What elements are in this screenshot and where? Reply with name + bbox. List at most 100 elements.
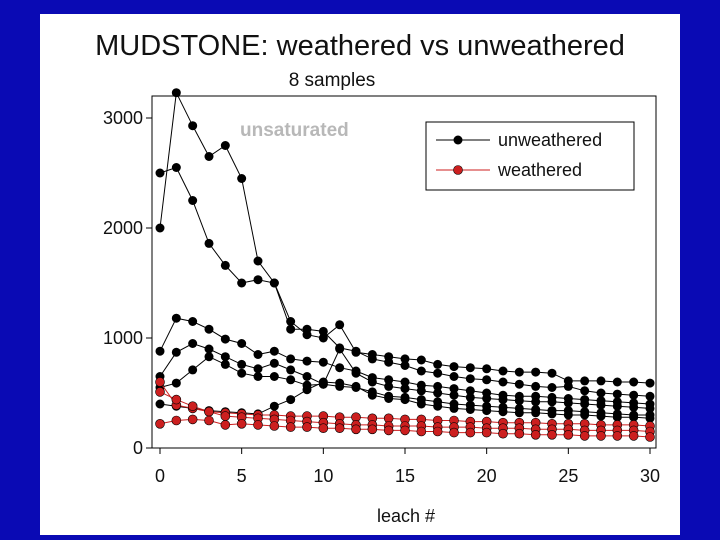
data-point: [269, 372, 279, 381]
data-point: [563, 381, 573, 391]
y-tick-label: 2000: [103, 218, 143, 238]
data-point: [285, 422, 296, 432]
data-point: [416, 366, 426, 376]
data-point: [286, 375, 296, 385]
data-point: [547, 383, 557, 392]
data-point: [318, 326, 328, 336]
data-point: [531, 367, 541, 377]
data-point: [628, 431, 639, 441]
data-point: [645, 413, 655, 423]
data-point: [253, 364, 263, 374]
data-point: [171, 88, 181, 98]
data-point: [188, 317, 198, 326]
data-point: [171, 394, 182, 405]
data-point: [482, 364, 492, 374]
data-point: [449, 362, 459, 372]
data-point: [645, 432, 655, 442]
data-point: [286, 365, 296, 375]
data-point: [253, 372, 263, 381]
data-point: [629, 402, 639, 412]
data-point: [547, 397, 557, 407]
data-point: [580, 386, 590, 396]
data-point: [612, 401, 622, 411]
data-point: [155, 223, 165, 233]
data-point: [612, 389, 622, 399]
data-point: [514, 379, 524, 389]
data-point: [334, 423, 345, 434]
data-point: [318, 333, 328, 343]
data-point: [187, 401, 198, 412]
y-tick-label: 0: [133, 438, 143, 458]
data-point: [531, 408, 541, 418]
data-point: [596, 400, 606, 410]
data-point: [449, 372, 459, 381]
data-point: [384, 394, 394, 403]
data-point: [269, 401, 279, 411]
data-point: [188, 339, 198, 348]
y-tick-label: 3000: [103, 108, 143, 128]
series-unweathered-4: [155, 339, 655, 413]
data-point: [367, 424, 378, 435]
data-point: [498, 407, 508, 417]
data-point: [433, 359, 443, 369]
data-point: [286, 354, 296, 364]
data-point: [384, 375, 394, 385]
data-point: [302, 356, 312, 366]
data-point: [433, 388, 443, 398]
data-point: [253, 275, 263, 285]
data-point: [253, 420, 263, 430]
data-point: [547, 368, 557, 378]
data-point: [498, 428, 508, 439]
data-point: [612, 412, 622, 422]
data-point: [580, 410, 590, 420]
data-point: [367, 377, 377, 387]
data-point: [530, 429, 541, 440]
x-axis-title: leach #: [377, 506, 435, 526]
data-point: [482, 394, 492, 403]
data-point: [237, 278, 247, 288]
data-point: [400, 361, 410, 370]
data-point: [302, 372, 312, 381]
data-point: [645, 403, 655, 413]
data-point: [416, 426, 427, 437]
series-unweathered-3: [155, 313, 655, 409]
data-point: [449, 384, 459, 394]
legend-label-weathered: weathered: [497, 160, 582, 180]
data-point: [580, 376, 590, 386]
data-point: [188, 365, 198, 375]
data-point: [237, 368, 247, 378]
data-point: [629, 390, 639, 400]
data-point: [236, 418, 247, 429]
data-point: [204, 406, 214, 417]
data-point: [286, 324, 296, 334]
data-point: [318, 423, 329, 434]
data-point: [367, 390, 377, 400]
data-point: [204, 352, 214, 362]
data-point: [220, 260, 230, 270]
data-point: [351, 381, 361, 391]
data-point: [187, 414, 198, 425]
x-tick-label: 5: [237, 466, 247, 486]
data-point: [433, 401, 443, 411]
data-point: [253, 350, 263, 359]
data-point: [433, 368, 443, 378]
series-layer: [155, 88, 655, 442]
data-point: [400, 425, 410, 436]
data-point: [465, 374, 475, 384]
data-point: [400, 377, 410, 387]
data-point: [220, 420, 231, 430]
x-tick-label: 0: [155, 466, 165, 486]
data-point: [514, 396, 524, 406]
data-point: [416, 386, 426, 396]
data-point: [188, 121, 198, 131]
data-point: [171, 163, 181, 172]
data-point: [269, 358, 279, 368]
data-point: [449, 403, 459, 413]
data-point: [465, 386, 475, 396]
data-point: [514, 367, 524, 377]
data-point: [416, 355, 426, 365]
data-point: [481, 427, 492, 438]
data-point: [400, 384, 410, 394]
series-unweathered-2: [155, 163, 655, 401]
